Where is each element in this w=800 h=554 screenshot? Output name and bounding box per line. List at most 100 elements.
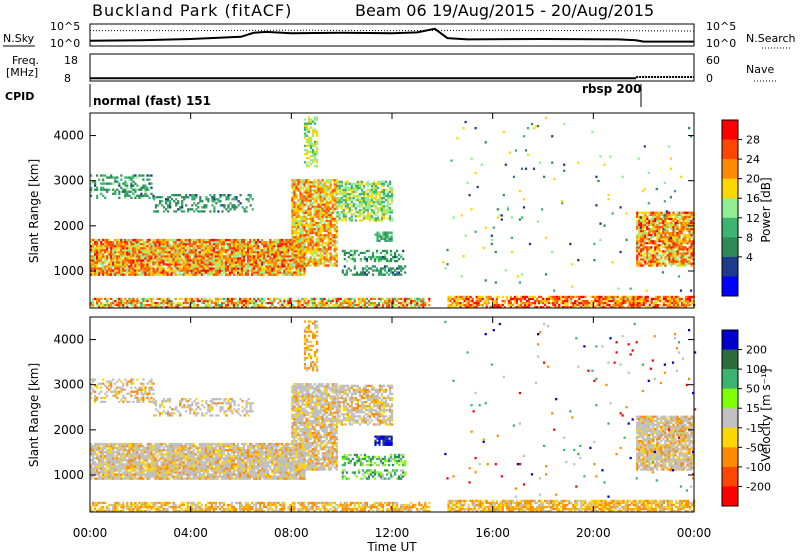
power-cell [503,299,506,303]
power-cell [271,243,274,246]
power-cell [366,197,369,200]
date-range: 19/Aug/2015 - 20/Aug/2015 [432,1,654,20]
power-cell [471,306,474,309]
power-cell [319,219,322,223]
power-cell [182,241,185,244]
power-cell [166,265,169,268]
power-cell [188,238,191,242]
power-cell [338,184,341,188]
power-cell [309,199,312,202]
power-cell [327,209,330,212]
power-cell [366,217,369,220]
power-cell [335,191,338,194]
power-cell [372,203,376,206]
power-cell [218,251,222,254]
power-cell [382,188,386,192]
power-cell [198,299,201,303]
power-cell [648,248,651,251]
power-cell [106,269,109,272]
power-cell [680,229,683,233]
power-cell [267,259,270,262]
power-cell [335,242,338,245]
power-cell [313,223,316,227]
power-cell [235,257,238,260]
power-cell [453,299,456,303]
power-cell [636,244,639,247]
power-cell [222,263,226,266]
power-cell [186,265,189,268]
power-cell [271,265,274,268]
power-cell [200,255,203,258]
power-cell [134,194,137,197]
power-cell [164,245,167,248]
power-cell [110,182,113,185]
power-cell [348,194,351,198]
power-cell [102,243,105,246]
power-cell [513,299,516,303]
power-cell [360,203,363,206]
power-cell [640,238,643,241]
power-cell [325,234,328,237]
power-cell [289,271,292,274]
power-cell [204,303,207,307]
power-cell [356,215,359,218]
power-cell [303,189,306,192]
power-cell [682,221,685,225]
power-cell [102,265,105,268]
power-cell [352,203,355,206]
power-cell [243,208,246,211]
power-cell [343,306,346,309]
power-cell [180,249,183,252]
power-cell [297,301,300,305]
power-cell [98,299,101,303]
power-cell [329,262,332,265]
power-cell [210,245,213,248]
power-cell [249,194,252,197]
power-cell [668,236,671,239]
power-cell [299,203,302,206]
power-cell [387,190,390,194]
power-cell [676,254,679,257]
power-cell [182,271,185,274]
power-cell [654,260,657,263]
power-cell [366,215,369,218]
power-cell [168,269,171,272]
power-cell [503,301,506,305]
power-cell [148,178,151,181]
power-cell [241,251,244,254]
power-cell [375,306,379,309]
power-cell [386,249,389,253]
power-cell [321,201,324,204]
power-cell [277,271,280,274]
power-cell [291,183,294,186]
power-cell [180,259,183,262]
power-cell [672,262,675,265]
power-cell [204,306,207,309]
power-cell [398,273,401,276]
power-cell [247,247,250,250]
power-cell [134,247,137,250]
power-cell [164,299,167,303]
power-cell [162,301,165,305]
power-cell [336,197,339,200]
power-cell [140,192,143,195]
power-cell [517,306,520,309]
power-cell [315,209,318,212]
power-cell [477,301,480,305]
power-cell [178,265,181,268]
power-cell [357,273,360,276]
power-cell [295,195,298,198]
power-cell [672,223,675,227]
power-cell [406,303,409,307]
power-cell [156,247,159,250]
power-cell [239,194,242,197]
power-cell [372,205,376,208]
power-cell [186,271,189,274]
power-cell [295,256,298,259]
power-cell [136,269,139,272]
power-cell [206,299,209,303]
power-cell [327,234,330,237]
power-cell [259,247,262,250]
power-cell [102,194,105,197]
power-cell [138,196,141,199]
